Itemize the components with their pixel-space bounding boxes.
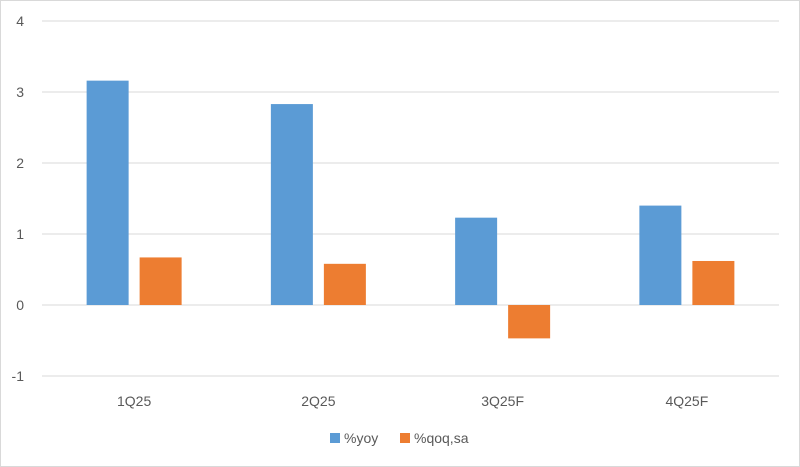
- bars: [86, 80, 735, 339]
- bar-qoq-sa-3q25f: [508, 305, 551, 339]
- y-tick-label: 1: [16, 226, 24, 242]
- x-axis: 1Q25 2Q25 3Q25F 4Q25F: [117, 393, 708, 409]
- x-tick-label: 1Q25: [117, 393, 151, 409]
- x-tick-label: 4Q25F: [665, 393, 708, 409]
- bar-yoy-4q25f: [639, 205, 682, 305]
- bar-qoq-sa-1q25: [139, 257, 182, 305]
- legend-label: %qoq,sa: [414, 430, 469, 446]
- x-tick-label: 3Q25F: [481, 393, 524, 409]
- bar-qoq-sa-4q25f: [692, 260, 735, 305]
- gridlines: [42, 20, 779, 377]
- bar-yoy-1q25: [86, 80, 129, 305]
- legend: %yoy %qoq,sa: [330, 430, 469, 446]
- y-tick-label: 2: [16, 155, 24, 171]
- y-tick-label: 0: [16, 297, 24, 313]
- x-tick-label: 2Q25: [301, 393, 335, 409]
- y-tick-label: 4: [16, 13, 24, 29]
- y-tick-label: -1: [12, 368, 25, 384]
- bar-qoq-sa-2q25: [323, 263, 366, 305]
- legend-swatch: [400, 433, 410, 443]
- y-axis: -1 0 1 2 3 4: [12, 13, 25, 384]
- legend-label: %yoy: [344, 430, 378, 446]
- bar-yoy-3q25f: [455, 217, 498, 305]
- y-tick-label: 3: [16, 84, 24, 100]
- legend-swatch: [330, 433, 340, 443]
- bar-yoy-2q25: [270, 104, 313, 305]
